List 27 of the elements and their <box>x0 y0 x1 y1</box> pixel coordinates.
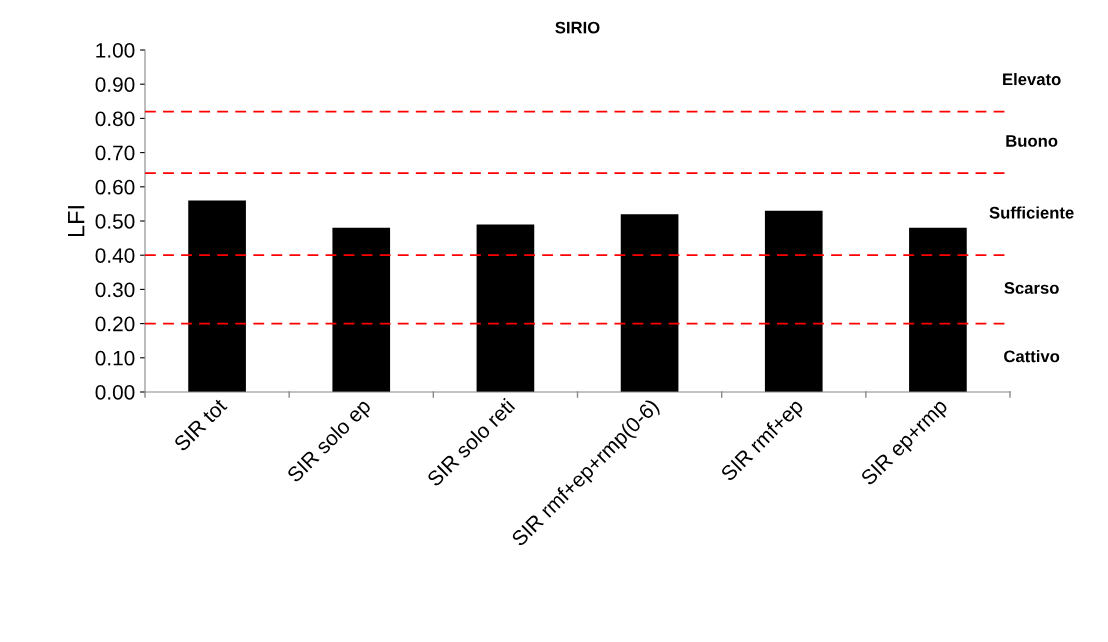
y-tick-label: 0.80 <box>95 111 135 127</box>
bar <box>620 214 679 392</box>
bar <box>188 200 246 392</box>
bar <box>476 224 535 392</box>
annotation: Buono <box>1006 135 1058 147</box>
y-axis-title: LFI <box>68 206 85 237</box>
bar <box>909 227 967 392</box>
annotation: Scarso <box>1004 282 1059 294</box>
y-tick-label: 0.30 <box>95 282 135 298</box>
annotation: Cattivo <box>1004 350 1060 363</box>
y-tick-label: 0.90 <box>95 77 135 92</box>
y-tick-label: 0.70 <box>95 145 135 161</box>
y-tick-label: 0.40 <box>95 248 135 263</box>
y-tick-label: 0.10 <box>95 350 135 366</box>
bar <box>332 227 391 392</box>
annotation: Sufficiente <box>989 206 1074 219</box>
annotation: Elevato <box>1003 73 1061 86</box>
chart-title: SIRIO <box>555 21 600 34</box>
y-tick-label: 0.00 <box>95 385 135 400</box>
x-tick-label: SIR tot <box>173 397 228 453</box>
y-tick-label: 0.60 <box>95 179 135 195</box>
y-tick-label: 1.00 <box>96 43 135 58</box>
x-tick-label: SIR solo ep <box>285 397 375 487</box>
bar <box>764 210 823 392</box>
y-tick-label: 0.50 <box>95 214 135 229</box>
x-tick-label: SIR solo reti <box>425 397 516 488</box>
y-tick-label: 0.20 <box>95 316 135 332</box>
